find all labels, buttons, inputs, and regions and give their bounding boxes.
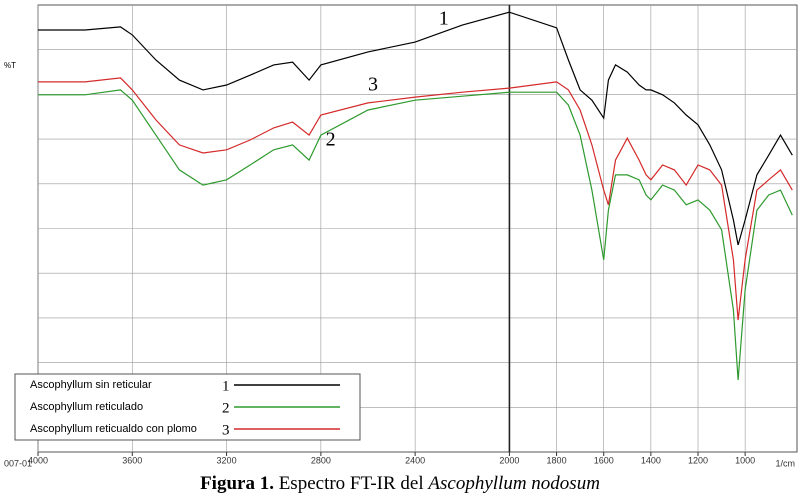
- caption-plain: Espectro FT-IR del: [279, 473, 424, 494]
- legend-label: Ascophyllum reticualdo con plomo: [30, 423, 197, 435]
- legend-number: 1: [222, 378, 230, 394]
- series-line: [38, 11, 793, 246]
- x-tick-label: 1600: [594, 455, 614, 465]
- curve-number: 2: [326, 129, 336, 151]
- caption-italic: Ascophyllum nodosum: [426, 473, 600, 494]
- series-line: [38, 89, 793, 381]
- file-label: 007-01: [4, 458, 32, 468]
- legend-number: 2: [222, 400, 230, 416]
- x-tick-label: 2400: [405, 455, 425, 465]
- legend-label: Ascophyllum reticulado: [30, 401, 143, 413]
- x-tick-label: 1800: [547, 455, 567, 465]
- curve-number: 3: [368, 74, 378, 96]
- x-tick-label: 1000: [735, 455, 755, 465]
- legend-number: 3: [222, 422, 230, 438]
- x-tick-label: 3600: [122, 455, 142, 465]
- series-line: [38, 77, 793, 321]
- x-tick-label: 1400: [641, 455, 661, 465]
- x-tick-label: 1200: [688, 455, 708, 465]
- legend-label: Ascophyllum sin reticular: [30, 379, 152, 391]
- x-tick-label: 3200: [217, 455, 237, 465]
- y-axis-label: %T: [4, 61, 16, 70]
- x-unit: 1/cm: [775, 458, 795, 468]
- x-tick-label: 4000: [28, 455, 48, 465]
- caption-bold: Figura 1.: [200, 473, 274, 494]
- x-tick-label: 2800: [311, 455, 331, 465]
- curve-number: 1: [439, 8, 449, 30]
- caption: Figura 1. Espectro FT-IR del Ascophyllum…: [200, 473, 600, 494]
- x-tick-label: 2000: [499, 455, 519, 465]
